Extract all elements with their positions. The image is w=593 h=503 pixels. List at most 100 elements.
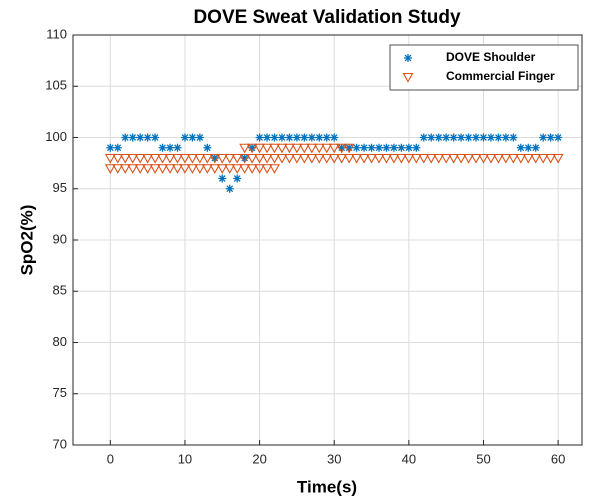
triangle-marker: [119, 164, 131, 174]
x-tick-label: 10: [178, 451, 192, 466]
triangle-marker: [358, 153, 370, 164]
triangle-marker: [425, 153, 437, 164]
triangle-marker: [134, 164, 146, 174]
triangle-marker: [157, 153, 169, 164]
asterisk-marker: [315, 133, 324, 142]
triangle-marker: [388, 153, 400, 164]
triangle-marker: [201, 164, 213, 174]
asterisk-marker: [509, 133, 518, 142]
triangle-marker: [545, 153, 557, 164]
y-tick-label: 75: [53, 385, 67, 400]
x-tick-label: 60: [551, 451, 565, 466]
legend-label: DOVE Shoulder: [446, 50, 536, 64]
asterisk-marker: [345, 143, 354, 152]
triangle-marker: [239, 153, 251, 164]
triangle-marker: [395, 153, 407, 164]
triangle-marker: [530, 153, 542, 164]
triangle-marker: [142, 164, 154, 174]
triangle-marker: [186, 164, 198, 174]
asterisk-marker: [360, 143, 369, 152]
triangle-marker: [492, 153, 504, 164]
x-tick-label: 50: [476, 451, 490, 466]
triangle-marker: [515, 153, 527, 164]
asterisk-marker: [472, 133, 481, 142]
asterisk-marker: [173, 143, 182, 152]
triangle-marker: [418, 153, 430, 164]
asterisk-marker: [330, 133, 339, 142]
asterisk-marker: [382, 143, 391, 152]
asterisk-marker: [389, 143, 398, 152]
triangle-marker: [402, 72, 414, 83]
asterisk-marker: [337, 143, 346, 152]
asterisk-marker: [128, 133, 137, 142]
triangle-marker: [254, 143, 266, 154]
triangle-marker: [276, 143, 288, 154]
x-tick-label: 0: [107, 451, 114, 466]
triangle-marker: [321, 143, 333, 154]
y-tick-label: 90: [53, 231, 67, 246]
asterisk-marker: [464, 133, 473, 142]
triangle-marker: [269, 164, 280, 174]
y-tick-label: 100: [45, 129, 67, 144]
triangle-marker: [149, 164, 161, 174]
triangle-marker: [537, 153, 549, 164]
asterisk-marker: [322, 133, 331, 142]
triangle-marker: [298, 153, 310, 164]
triangle-marker: [463, 153, 474, 164]
asterisk-marker: [397, 143, 406, 152]
legend-box: [389, 44, 579, 91]
triangle-marker: [291, 153, 303, 164]
asterisk-marker: [121, 133, 130, 142]
triangle-marker: [507, 153, 519, 164]
x-tick-label: 40: [402, 451, 416, 466]
triangle-marker: [209, 164, 221, 174]
asterisk-marker: [524, 143, 533, 152]
asterisk-marker: [113, 143, 122, 152]
asterisk-marker: [516, 143, 525, 152]
triangle-marker: [157, 164, 169, 174]
triangle-marker: [269, 143, 280, 154]
asterisk-marker: [427, 133, 436, 142]
asterisk-marker: [188, 133, 197, 142]
asterisk-marker: [367, 143, 376, 152]
asterisk-marker: [442, 133, 451, 142]
asterisk-marker: [300, 133, 309, 142]
triangle-marker: [343, 153, 355, 164]
triangle-marker: [455, 153, 467, 164]
triangle-marker: [313, 143, 325, 154]
triangle-marker: [186, 153, 198, 164]
triangle-marker: [373, 153, 385, 164]
triangle-marker: [291, 143, 303, 154]
asterisk-marker: [449, 133, 458, 142]
triangle-marker: [104, 153, 116, 164]
asterisk-marker: [106, 143, 115, 152]
chart-title: DOVE Sweat Validation Study: [193, 7, 461, 28]
asterisk-marker: [210, 154, 219, 162]
triangle-marker: [261, 153, 273, 164]
triangle-marker: [239, 143, 251, 154]
triangle-marker: [142, 153, 154, 164]
triangle-marker: [127, 153, 139, 164]
triangle-marker: [179, 164, 191, 174]
triangle-marker: [313, 153, 325, 164]
asterisk-marker: [352, 143, 361, 152]
triangle-marker: [224, 164, 236, 174]
triangle-marker: [470, 153, 482, 164]
triangle-marker: [246, 153, 258, 164]
triangle-marker: [261, 164, 273, 174]
triangle-marker: [283, 143, 295, 154]
triangle-marker: [112, 164, 124, 174]
asterisk-marker: [285, 133, 294, 142]
asterisk-marker: [218, 174, 227, 183]
triangle-marker: [336, 153, 348, 164]
triangle-marker: [112, 153, 124, 164]
y-tick-label: 80: [53, 334, 67, 349]
asterisk-marker: [412, 143, 421, 152]
y-tick-label: 70: [53, 436, 67, 451]
triangle-marker: [306, 143, 318, 154]
x-axis-label: Time(s): [297, 477, 357, 496]
triangle-marker: [283, 153, 295, 164]
markers: [104, 133, 564, 193]
triangle-marker: [164, 164, 176, 174]
